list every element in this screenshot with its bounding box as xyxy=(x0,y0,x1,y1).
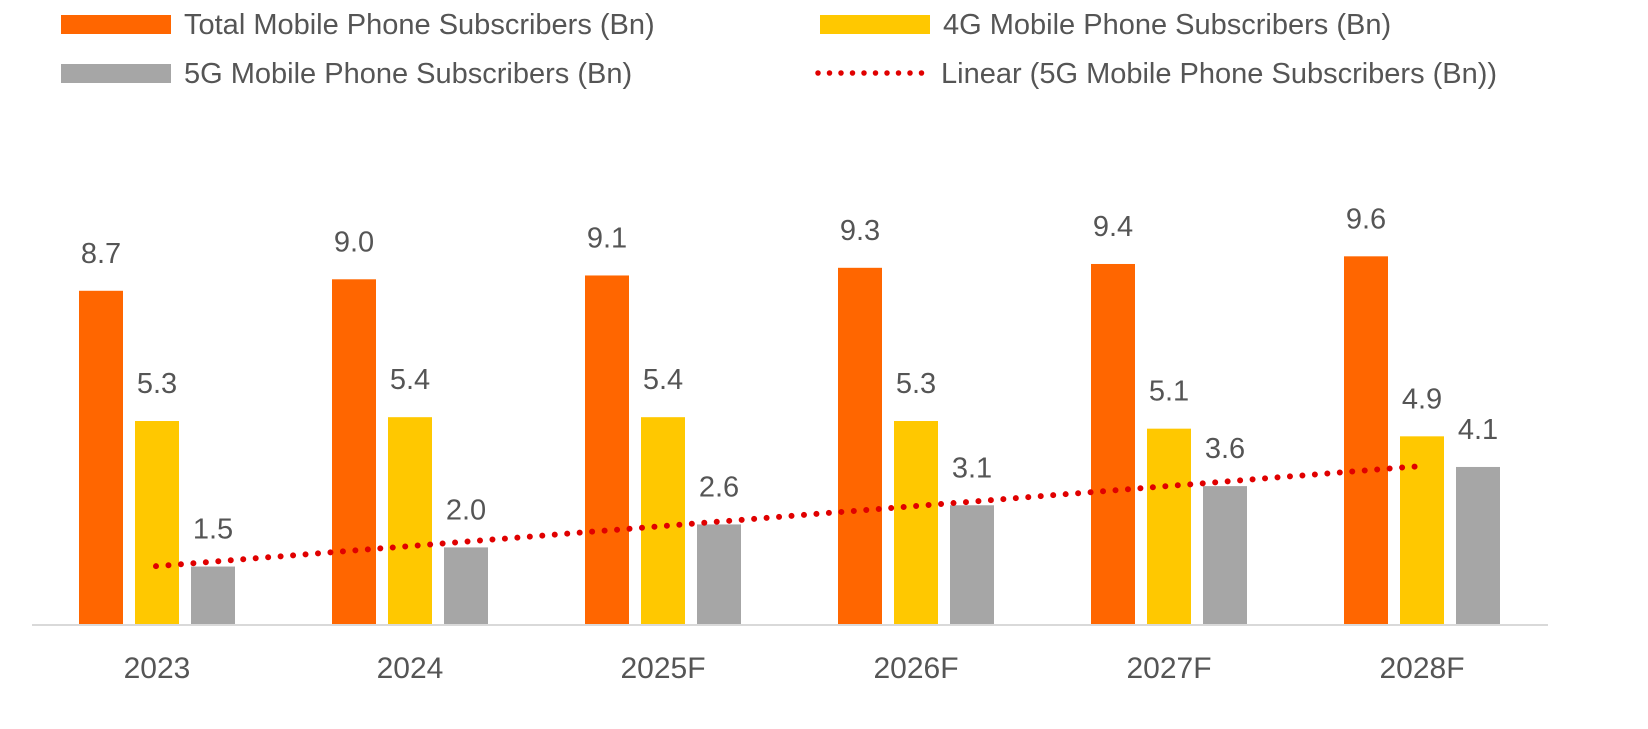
data-label-4g-2028f: 4.9 xyxy=(1402,383,1442,415)
bar-5g-2026f xyxy=(950,505,994,624)
trendline xyxy=(153,463,1424,570)
bar-total-2026f xyxy=(838,267,882,624)
legend-item-trendline: Linear (5G Mobile Phone Subscribers (Bn)… xyxy=(815,58,1497,90)
data-label-total-2025f: 9.1 xyxy=(587,222,627,254)
bar-4g-2025f xyxy=(641,417,685,624)
trendline-5g-linear xyxy=(153,463,1424,570)
legend-label-trendline: Linear (5G Mobile Phone Subscribers (Bn)… xyxy=(941,58,1497,90)
legend-label-4g: 4G Mobile Phone Subscribers (Bn) xyxy=(943,9,1391,41)
data-label-total-2026f: 9.3 xyxy=(840,215,880,247)
legend-swatch-4g xyxy=(820,15,930,34)
data-label-total-2024: 9.0 xyxy=(334,226,374,258)
bar-total-2024 xyxy=(332,279,376,624)
legend-swatch-total xyxy=(61,15,171,34)
bar-4g-2027f xyxy=(1147,428,1191,624)
bar-5g-2027f xyxy=(1203,486,1247,624)
data-label-4g-2024: 5.4 xyxy=(390,364,430,396)
data-label-5g-2023: 1.5 xyxy=(193,514,233,546)
value-labels: 8.7 9.0 9.1 9.3 9.4 9.6 5.3 5.4 5.4 5.3 5.1 4.9 1.5 2… xyxy=(81,203,1498,545)
data-label-total-2027f: 9.4 xyxy=(1093,211,1133,243)
data-label-4g-2025f: 5.4 xyxy=(643,364,683,396)
data-label-5g-2027f: 3.6 xyxy=(1205,433,1245,465)
data-label-total-2023: 8.7 xyxy=(81,238,121,270)
bar-4g-2023 xyxy=(135,421,179,624)
bar-total-2023 xyxy=(79,290,123,624)
x-tick-label-2023: 2023 xyxy=(124,652,191,685)
bar-4g-2024 xyxy=(388,417,432,624)
legend-item-total: Total Mobile Phone Subscribers (Bn) xyxy=(61,9,655,41)
bar-4g-2026f xyxy=(894,421,938,624)
data-label-5g-2028f: 4.1 xyxy=(1458,414,1498,446)
bar-total-2025f xyxy=(585,275,629,624)
data-label-4g-2023: 5.3 xyxy=(137,368,177,400)
legend-label-total: Total Mobile Phone Subscribers (Bn) xyxy=(184,9,655,41)
data-label-5g-2024: 2.0 xyxy=(446,494,486,526)
data-label-5g-2026f: 3.1 xyxy=(952,452,992,484)
data-label-5g-2025f: 2.6 xyxy=(699,471,739,503)
bar-4g-2028f xyxy=(1400,436,1444,624)
bar-5g-2028f xyxy=(1456,466,1500,624)
bars xyxy=(79,256,1500,624)
x-tick-label-2025f: 2025F xyxy=(620,652,705,685)
legend-item-4g: 4G Mobile Phone Subscribers (Bn) xyxy=(820,9,1391,41)
legend-label-5g: 5G Mobile Phone Subscribers (Bn) xyxy=(184,58,632,90)
data-label-4g-2026f: 5.3 xyxy=(896,368,936,400)
bar-5g-2024 xyxy=(444,547,488,624)
data-label-total-2028f: 9.6 xyxy=(1346,203,1386,235)
data-label-4g-2027f: 5.1 xyxy=(1149,376,1189,408)
x-tick-label-2026f: 2026F xyxy=(873,652,958,685)
legend: Total Mobile Phone Subscribers (Bn) 4G Mo… xyxy=(61,9,1497,90)
x-tick-label-2028f: 2028F xyxy=(1379,652,1464,685)
bar-total-2028f xyxy=(1344,256,1388,624)
legend-item-5g: 5G Mobile Phone Subscribers (Bn) xyxy=(61,58,632,90)
legend-swatch-5g xyxy=(61,64,171,83)
bar-total-2027f xyxy=(1091,263,1135,624)
x-tick-label-2024: 2024 xyxy=(377,652,444,685)
bar-5g-2023 xyxy=(191,566,235,624)
plot-area: 8.7 9.0 9.1 9.3 9.4 9.6 5.3 5.4 5.4 5.3 5.1 4.9 1.5 2… xyxy=(32,203,1548,685)
x-tick-label-2027f: 2027F xyxy=(1126,652,1211,685)
x-axis-tick-labels: 2023 2024 2025F 2026F 2027F 2028F xyxy=(124,652,1465,685)
bar-5g-2025f xyxy=(697,524,741,624)
